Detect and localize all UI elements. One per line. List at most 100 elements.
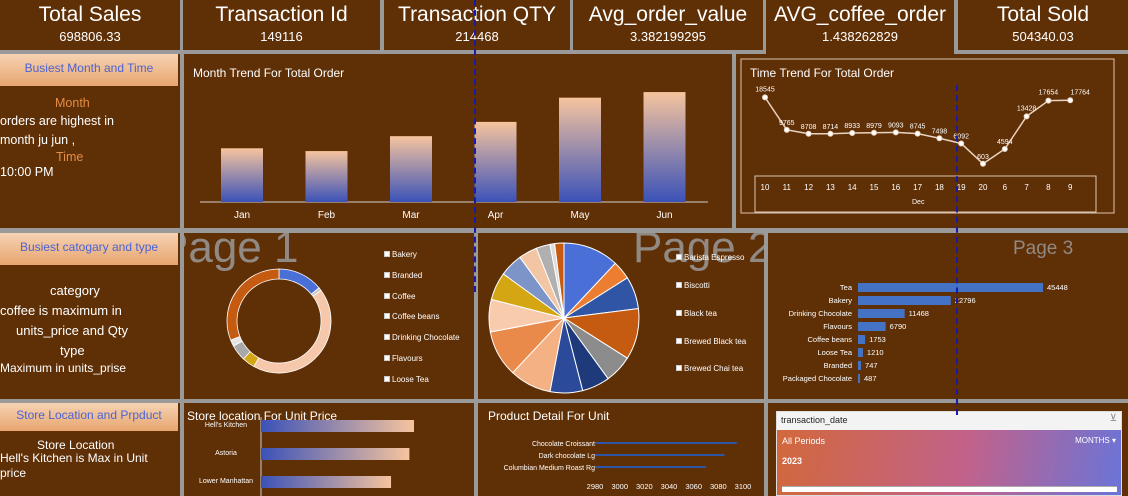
busiest-month-panel: Busiest Month and Time Month orders are … [0, 54, 180, 228]
time-tick-label: 14 [848, 183, 857, 192]
type-label: type [60, 343, 85, 358]
month-trend-panel: Month Trend For Total Order Jan Feb Mar Apr… [184, 54, 732, 228]
kpi-title: Total Sold [996, 3, 1090, 26]
legend-swatch [676, 310, 682, 316]
slicer-timeline-bar[interactable] [782, 486, 1117, 492]
legend-swatch [384, 355, 390, 361]
chevron-down-icon: ▾ [1111, 436, 1116, 445]
month-tick-label: Apr [488, 210, 504, 221]
kpi-title: Total Sales [38, 3, 142, 26]
legend-label: Branded [392, 270, 423, 280]
legend-label: Black tea [684, 309, 717, 318]
kpi-total-sales: Total Sales 698806.33 [0, 0, 180, 50]
time-trend-point [914, 130, 921, 137]
month-bar [474, 121, 517, 202]
pie-legend-item: Brewed Black tea [676, 337, 746, 346]
legend-swatch [384, 334, 390, 341]
time-tick-label: 13 [826, 183, 835, 192]
store-location-chart-panel: Store location For Unit Price Hell's Kit… [184, 403, 474, 496]
time-tick-label: 9 [1068, 183, 1073, 192]
slicer-unit-dropdown[interactable]: MONTHS ▾ [1075, 436, 1116, 445]
product-detail-title: Product Detail For Unit [488, 409, 610, 423]
donut-legend-item: Bakery [384, 250, 417, 259]
store-bar [261, 448, 410, 460]
slicer-field-name: transaction_date [781, 415, 848, 425]
time-tick-label: 7 [1024, 183, 1029, 192]
time-trend-point [849, 129, 856, 136]
page-1-watermark: Page 1 [184, 233, 299, 272]
donut-legend-item: Coffee beans [384, 312, 439, 321]
category-tick-label: Loose Tea [818, 348, 853, 357]
legend-swatch [384, 271, 390, 278]
month-bar [390, 136, 432, 202]
store-location-header[interactable]: Store Location and Prpduct [0, 403, 178, 431]
legend-label: Coffee [392, 291, 416, 301]
time-tick-label: 12 [804, 183, 813, 192]
busiest-category-header[interactable]: Busiest catogary and type [0, 233, 178, 265]
time-trend-point [1001, 146, 1008, 153]
category-data-label: 22796 [955, 296, 976, 305]
time-tick-label: 6 [1003, 183, 1008, 192]
slicer-period[interactable]: All Periods [782, 436, 826, 446]
kpi-value: 1.438262829 [822, 29, 898, 44]
category-tick-label: Packaged Chocolate [783, 374, 852, 383]
pie-legend-item: Brewed Chai tea [676, 364, 743, 373]
category-tick-label: Drinking Chocolate [789, 309, 852, 318]
legend-swatch [676, 365, 682, 371]
store-bar [261, 420, 414, 432]
store-location-chart: Hell's Kitchen Astoria Lower Manhattan [199, 417, 414, 496]
category-bar [858, 374, 860, 383]
time-data-label: 17764 [1070, 89, 1090, 96]
donut-slice [253, 289, 332, 374]
legend-swatch [384, 313, 390, 320]
clear-filter-icon[interactable]: ⊻ [1109, 413, 1117, 424]
month-bar [221, 148, 263, 202]
kpi-value: 698806.33 [59, 29, 121, 44]
product-tick-label: Chocolate Croissant [532, 441, 595, 448]
product-bar [595, 454, 725, 456]
time-trend-group-label: Dec [912, 199, 925, 206]
time-data-label: 4594 [997, 139, 1013, 146]
kpi-title: Transaction Id [215, 3, 348, 26]
time-data-label: 603 [977, 154, 989, 161]
legend-label: Flavours [392, 354, 423, 363]
type-text: Maximum in units_prise [0, 361, 127, 375]
month-trend-chart: Jan Feb Mar Apr May Jun [200, 92, 708, 221]
store-tick-label: Hell's Kitchen [205, 422, 247, 429]
pie-legend-item: Black tea [676, 309, 717, 318]
product-x-tick: 3060 [685, 482, 702, 491]
store-location-text-2: price [0, 466, 27, 480]
store-location-label: Store Location [37, 438, 115, 452]
month-bar [643, 92, 686, 202]
legend-label: Loose Tea [392, 374, 429, 384]
kpi-avg-order-value: Avg_order_value 3.382199295 [573, 0, 763, 50]
page-3-watermark: Page 3 [1013, 238, 1074, 259]
category-data-label: 747 [865, 361, 878, 370]
product-x-tick: 3000 [611, 482, 628, 491]
category-tick-label: Coffee beans [808, 335, 853, 344]
category-text-2: units_price and Qty [16, 323, 129, 338]
time-value: 10:00 PM [0, 165, 54, 179]
category-bar [858, 335, 866, 344]
month-tick-label: Mar [402, 210, 420, 221]
time-data-label: 8933 [844, 123, 860, 130]
slicer-box[interactable]: transaction_date ⊻ All Periods MONTHS ▾ … [776, 411, 1122, 496]
donut-legend-item: Loose Tea [384, 375, 429, 384]
time-tick-label: 8 [1046, 183, 1051, 192]
kpi-transaction-qty: Transaction QTY 214468 [384, 0, 570, 50]
category-tick-label: Flavours [823, 322, 852, 331]
time-data-label: 8714 [823, 124, 839, 131]
category-donut-chart [226, 268, 332, 374]
time-trend-panel: 18545 10 9765 11 8708 12 8714 13 8933 14 8979 15 909… [736, 54, 1128, 228]
kpi-value: 214468 [455, 29, 499, 44]
legend-label: Biscotti [684, 281, 710, 290]
month-bar [305, 151, 348, 202]
time-data-label: 18545 [755, 86, 775, 93]
kpi-value: 3.382199295 [630, 29, 706, 44]
category-donut-panel: Page 1 Bakery Branded Coffee Coffee beans Dr… [184, 233, 474, 399]
date-slicer-panel: transaction_date ⊻ All Periods MONTHS ▾ … [768, 403, 1128, 496]
product-detail-chart: Chocolate Croissant Dark chocolate Lg Colu… [504, 441, 752, 491]
busiest-month-header[interactable]: Busiest Month and Time [0, 54, 178, 86]
product-detail-panel: Product Detail For Unit Chocolate Croiss… [478, 403, 764, 496]
legend-label: Bakery [392, 250, 417, 259]
